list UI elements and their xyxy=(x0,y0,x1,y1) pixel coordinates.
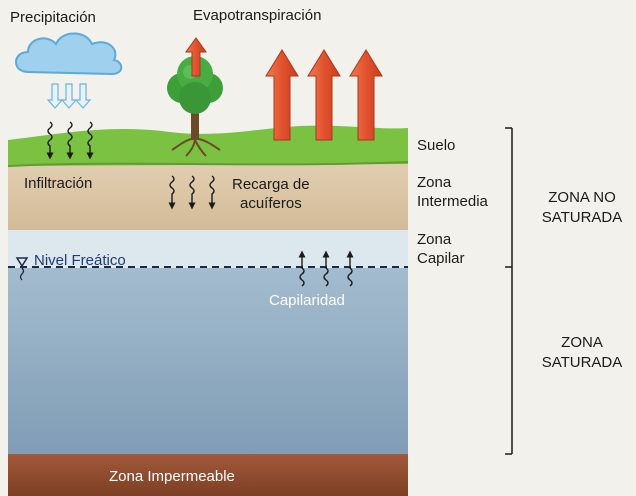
intermediate-zone-label-line1: Zona xyxy=(417,174,452,191)
soil-layer-label: Suelo xyxy=(417,137,456,154)
saturated-zone-layer xyxy=(8,265,408,455)
intermediate-zone-label-line2: Intermedia xyxy=(417,193,488,210)
saturated-zone-label-line2: SATURADA xyxy=(541,354,623,371)
capillarity-label: Capilaridad xyxy=(269,292,345,309)
capillary-zone-label-line1: Zona xyxy=(417,231,452,248)
tree-evaporation-arrow-icon xyxy=(185,37,207,77)
precipitation-label: Precipitación xyxy=(10,9,96,26)
water-table-label: Nivel Freático xyxy=(34,252,126,269)
grass-soil-edge xyxy=(7,161,409,167)
water-table-symbol-icon xyxy=(15,257,29,281)
recharge-arrows-icon xyxy=(168,175,216,210)
capillarity-arrows-icon xyxy=(298,250,354,287)
capillary-zone-layer xyxy=(8,228,408,268)
evapotranspiration-arrows-icon xyxy=(265,49,383,141)
cloud-icon xyxy=(15,32,123,76)
tree-icon xyxy=(167,56,223,157)
impermeable-zone-label: Zona Impermeable xyxy=(109,468,235,485)
impermeable-layer xyxy=(8,454,408,496)
capillary-zone-label-line2: Capilar xyxy=(417,250,465,267)
unsaturated-zone-label-line1: ZONA NO xyxy=(548,189,616,206)
rain-arrows-icon xyxy=(46,83,92,109)
infiltration-arrows-icon xyxy=(46,121,94,160)
saturated-zone-label-line1: ZONA xyxy=(561,334,603,351)
zone-bracket xyxy=(505,127,513,455)
recharge-label-line1: Recarga de xyxy=(232,176,310,193)
infiltration-label: Infiltración xyxy=(24,175,93,192)
evapotranspiration-label: Evapotranspiración xyxy=(193,7,322,24)
recharge-label-line2: acuíferos xyxy=(240,195,302,212)
intermediate-zone-layer xyxy=(8,160,408,230)
unsaturated-zone-label-line2: SATURADA xyxy=(541,209,623,226)
grass-soil-layer xyxy=(8,125,408,166)
